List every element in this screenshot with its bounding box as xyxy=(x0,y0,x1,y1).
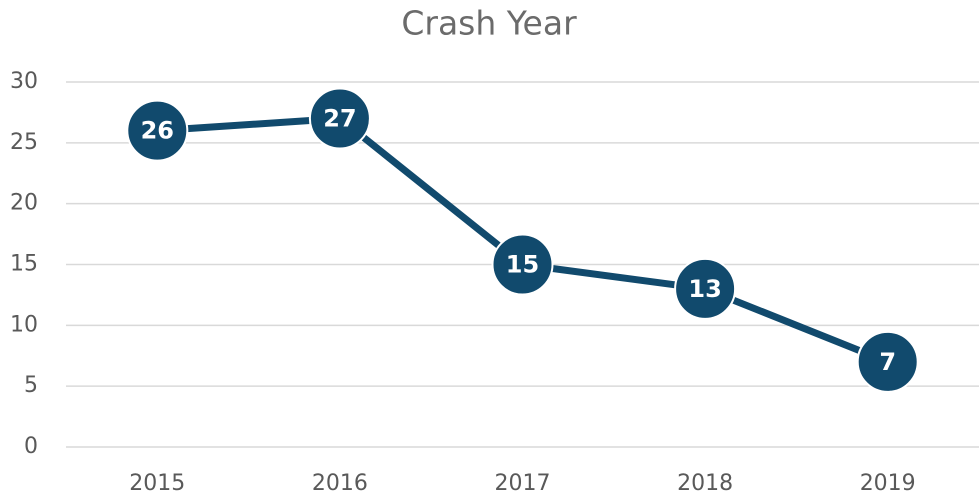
x-tick-label: 2016 xyxy=(312,471,368,496)
y-tick-label: 10 xyxy=(10,312,38,337)
y-tick-label: 20 xyxy=(10,191,38,216)
data-point xyxy=(308,87,371,150)
data-label: 13 xyxy=(688,275,721,303)
data-label: 26 xyxy=(141,117,174,145)
x-tick-label: 2019 xyxy=(860,471,916,496)
x-tick-label: 2015 xyxy=(129,471,185,496)
data-point xyxy=(856,330,919,393)
data-point xyxy=(126,99,189,162)
data-label: 7 xyxy=(879,348,896,376)
y-tick-label: 30 xyxy=(10,69,38,94)
data-point xyxy=(491,233,554,296)
chart-title: Crash Year xyxy=(401,4,577,43)
y-tick-label: 5 xyxy=(24,373,38,398)
data-point xyxy=(674,257,737,320)
y-tick-label: 25 xyxy=(10,130,38,155)
data-label: 27 xyxy=(323,105,356,133)
y-tick-label: 15 xyxy=(10,252,38,277)
data-label: 15 xyxy=(506,251,539,279)
x-tick-label: 2018 xyxy=(677,471,733,496)
x-tick-label: 2017 xyxy=(495,471,551,496)
y-tick-label: 0 xyxy=(24,434,38,459)
